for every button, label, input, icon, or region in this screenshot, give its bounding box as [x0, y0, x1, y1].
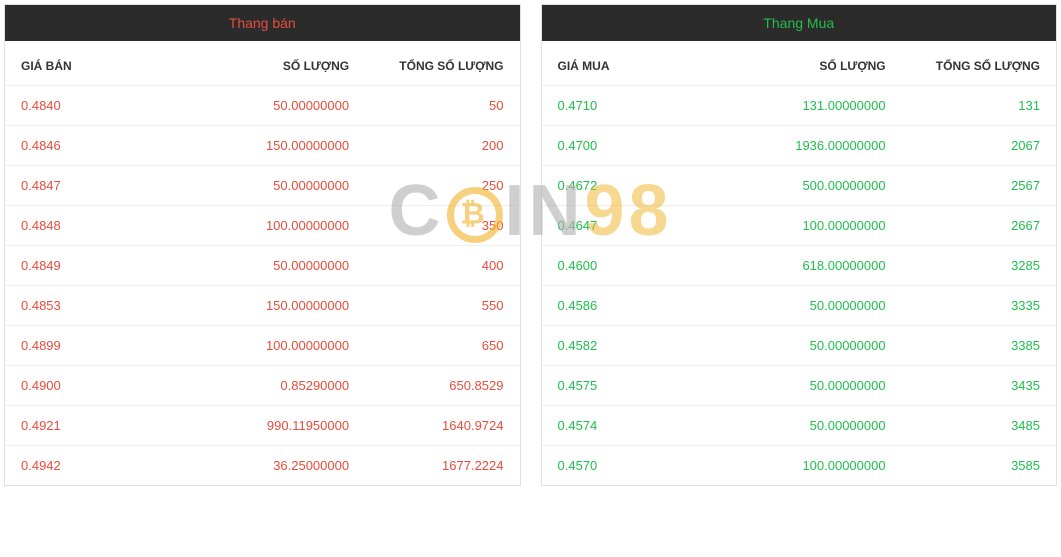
table-row[interactable]: 0.4853150.00000000550 [5, 285, 520, 325]
cell-price: 0.4849 [21, 258, 156, 273]
cell-price: 0.4899 [21, 338, 156, 353]
cell-qty: 990.11950000 [156, 418, 349, 433]
cell-qty: 150.00000000 [156, 298, 349, 313]
buy-header-price: GIÁ MUA [558, 59, 693, 73]
cell-price: 0.4900 [21, 378, 156, 393]
sell-table-header: GIÁ BÁN SỐ LƯỢNG TỔNG SỐ LƯỢNG [5, 41, 520, 85]
sell-panel: Thang bán GIÁ BÁN SỐ LƯỢNG TỔNG SỐ LƯỢNG… [4, 4, 521, 486]
cell-total: 650.8529 [349, 378, 503, 393]
cell-total: 3435 [886, 378, 1040, 393]
table-row[interactable]: 0.458250.000000003385 [542, 325, 1057, 365]
buy-header-qty: SỐ LƯỢNG [693, 59, 886, 73]
cell-qty: 36.25000000 [156, 458, 349, 473]
sell-header-qty: SỐ LƯỢNG [156, 59, 349, 73]
cell-qty: 131.00000000 [693, 98, 886, 113]
cell-price: 0.4575 [558, 378, 693, 393]
cell-price: 0.4846 [21, 138, 156, 153]
cell-price: 0.4700 [558, 138, 693, 153]
table-row[interactable]: 0.4570100.000000003585 [542, 445, 1057, 485]
cell-price: 0.4600 [558, 258, 693, 273]
cell-price: 0.4942 [21, 458, 156, 473]
sell-header-total: TỔNG SỐ LƯỢNG [349, 59, 503, 73]
buy-panel: Thang Mua GIÁ MUA SỐ LƯỢNG TỔNG SỐ LƯỢNG… [541, 4, 1058, 486]
cell-total: 250 [349, 178, 503, 193]
table-row[interactable]: 0.4848100.00000000350 [5, 205, 520, 245]
sell-rows: 0.484050.00000000500.4846150.00000000200… [5, 85, 520, 485]
cell-qty: 50.00000000 [693, 298, 886, 313]
table-row[interactable]: 0.458650.000000003335 [542, 285, 1057, 325]
cell-total: 1677.2224 [349, 458, 503, 473]
table-row[interactable]: 0.4647100.000000002667 [542, 205, 1057, 245]
cell-price: 0.4853 [21, 298, 156, 313]
cell-price: 0.4847 [21, 178, 156, 193]
cell-price: 0.4586 [558, 298, 693, 313]
table-row[interactable]: 0.484750.00000000250 [5, 165, 520, 205]
cell-price: 0.4647 [558, 218, 693, 233]
buy-rows: 0.4710131.000000001310.47001936.00000000… [542, 85, 1057, 485]
cell-price: 0.4672 [558, 178, 693, 193]
sell-header-price: GIÁ BÁN [21, 59, 156, 73]
cell-qty: 100.00000000 [156, 338, 349, 353]
cell-total: 50 [349, 98, 503, 113]
cell-price: 0.4710 [558, 98, 693, 113]
table-row[interactable]: 0.457550.000000003435 [542, 365, 1057, 405]
table-row[interactable]: 0.4899100.00000000650 [5, 325, 520, 365]
cell-price: 0.4848 [21, 218, 156, 233]
cell-qty: 50.00000000 [693, 338, 886, 353]
cell-price: 0.4840 [21, 98, 156, 113]
cell-qty: 0.85290000 [156, 378, 349, 393]
cell-total: 131 [886, 98, 1040, 113]
cell-price: 0.4574 [558, 418, 693, 433]
table-row[interactable]: 0.47001936.000000002067 [542, 125, 1057, 165]
table-row[interactable]: 0.49000.85290000650.8529 [5, 365, 520, 405]
cell-total: 3485 [886, 418, 1040, 433]
table-row[interactable]: 0.4921990.119500001640.9724 [5, 405, 520, 445]
cell-qty: 50.00000000 [693, 418, 886, 433]
cell-total: 400 [349, 258, 503, 273]
cell-total: 550 [349, 298, 503, 313]
cell-qty: 50.00000000 [693, 378, 886, 393]
cell-total: 3285 [886, 258, 1040, 273]
cell-qty: 500.00000000 [693, 178, 886, 193]
orderbook-container: Thang bán GIÁ BÁN SỐ LƯỢNG TỔNG SỐ LƯỢNG… [4, 4, 1057, 486]
cell-qty: 150.00000000 [156, 138, 349, 153]
cell-qty: 50.00000000 [156, 258, 349, 273]
table-row[interactable]: 0.457450.000000003485 [542, 405, 1057, 445]
cell-qty: 618.00000000 [693, 258, 886, 273]
cell-total: 2067 [886, 138, 1040, 153]
cell-price: 0.4921 [21, 418, 156, 433]
cell-qty: 50.00000000 [156, 98, 349, 113]
buy-table-header: GIÁ MUA SỐ LƯỢNG TỔNG SỐ LƯỢNG [542, 41, 1057, 85]
table-row[interactable]: 0.484950.00000000400 [5, 245, 520, 285]
cell-qty: 50.00000000 [156, 178, 349, 193]
cell-qty: 100.00000000 [693, 458, 886, 473]
cell-qty: 1936.00000000 [693, 138, 886, 153]
cell-qty: 100.00000000 [693, 218, 886, 233]
cell-price: 0.4582 [558, 338, 693, 353]
buy-header-total: TỔNG SỐ LƯỢNG [886, 59, 1040, 73]
table-row[interactable]: 0.484050.0000000050 [5, 85, 520, 125]
cell-total: 3385 [886, 338, 1040, 353]
cell-total: 650 [349, 338, 503, 353]
cell-total: 1640.9724 [349, 418, 503, 433]
sell-panel-title: Thang bán [5, 5, 520, 41]
table-row[interactable]: 0.4710131.00000000131 [542, 85, 1057, 125]
cell-total: 3335 [886, 298, 1040, 313]
cell-qty: 100.00000000 [156, 218, 349, 233]
table-row[interactable]: 0.4600618.000000003285 [542, 245, 1057, 285]
table-row[interactable]: 0.4672500.000000002567 [542, 165, 1057, 205]
cell-total: 3585 [886, 458, 1040, 473]
table-row[interactable]: 0.4846150.00000000200 [5, 125, 520, 165]
cell-price: 0.4570 [558, 458, 693, 473]
buy-panel-title: Thang Mua [542, 5, 1057, 41]
cell-total: 200 [349, 138, 503, 153]
cell-total: 350 [349, 218, 503, 233]
cell-total: 2667 [886, 218, 1040, 233]
cell-total: 2567 [886, 178, 1040, 193]
table-row[interactable]: 0.494236.250000001677.2224 [5, 445, 520, 485]
